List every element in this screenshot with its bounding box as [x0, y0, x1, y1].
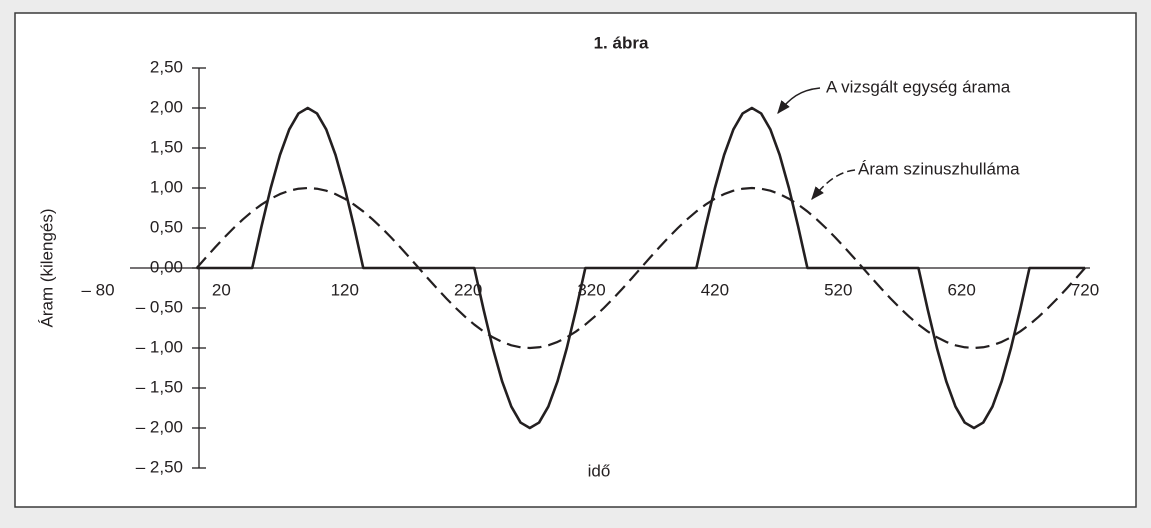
y-tick-label: 0,50 [150, 217, 183, 236]
series-label: Áram szinuszhulláma [858, 159, 1020, 178]
y-tick-label: 2,00 [150, 97, 183, 116]
y-tick-label: 1,00 [150, 177, 183, 196]
series-line [195, 186, 1086, 350]
y-tick-label: 1,50 [150, 137, 183, 156]
x-tick-label: 620 [947, 280, 975, 299]
chart-title: 1. ábra [594, 33, 649, 52]
y-tick-label: – 0,50 [136, 297, 183, 316]
series-label: A vizsgált egység árama [826, 77, 1011, 96]
y-tick-label: 2,50 [150, 57, 183, 76]
x-tick-label: 520 [824, 280, 852, 299]
x-tick-label: 420 [701, 280, 729, 299]
x-tick-label: 120 [331, 280, 359, 299]
x-tick-label: 220 [454, 280, 482, 299]
annotation-arrow [777, 87, 821, 115]
y-tick-label: – 1,50 [136, 377, 183, 396]
x-tick-label: 320 [577, 280, 605, 299]
annotation-arrow [811, 169, 856, 201]
x-axis-label: idő [588, 461, 611, 480]
chart-frame [14, 12, 1137, 508]
x-tick-label: 20 [212, 280, 231, 299]
y-tick-label: 0,00 [150, 257, 183, 276]
y-tick-label: – 2,00 [136, 417, 183, 436]
x-tick-label: 720 [1071, 280, 1099, 299]
y-axis-label: Áram (kilengés) [37, 208, 56, 327]
y-tick-label: – 2,50 [136, 457, 183, 476]
y-tick-label: – 1,00 [136, 337, 183, 356]
series-line [196, 106, 1085, 430]
x-tick-label: – 80 [81, 280, 114, 299]
